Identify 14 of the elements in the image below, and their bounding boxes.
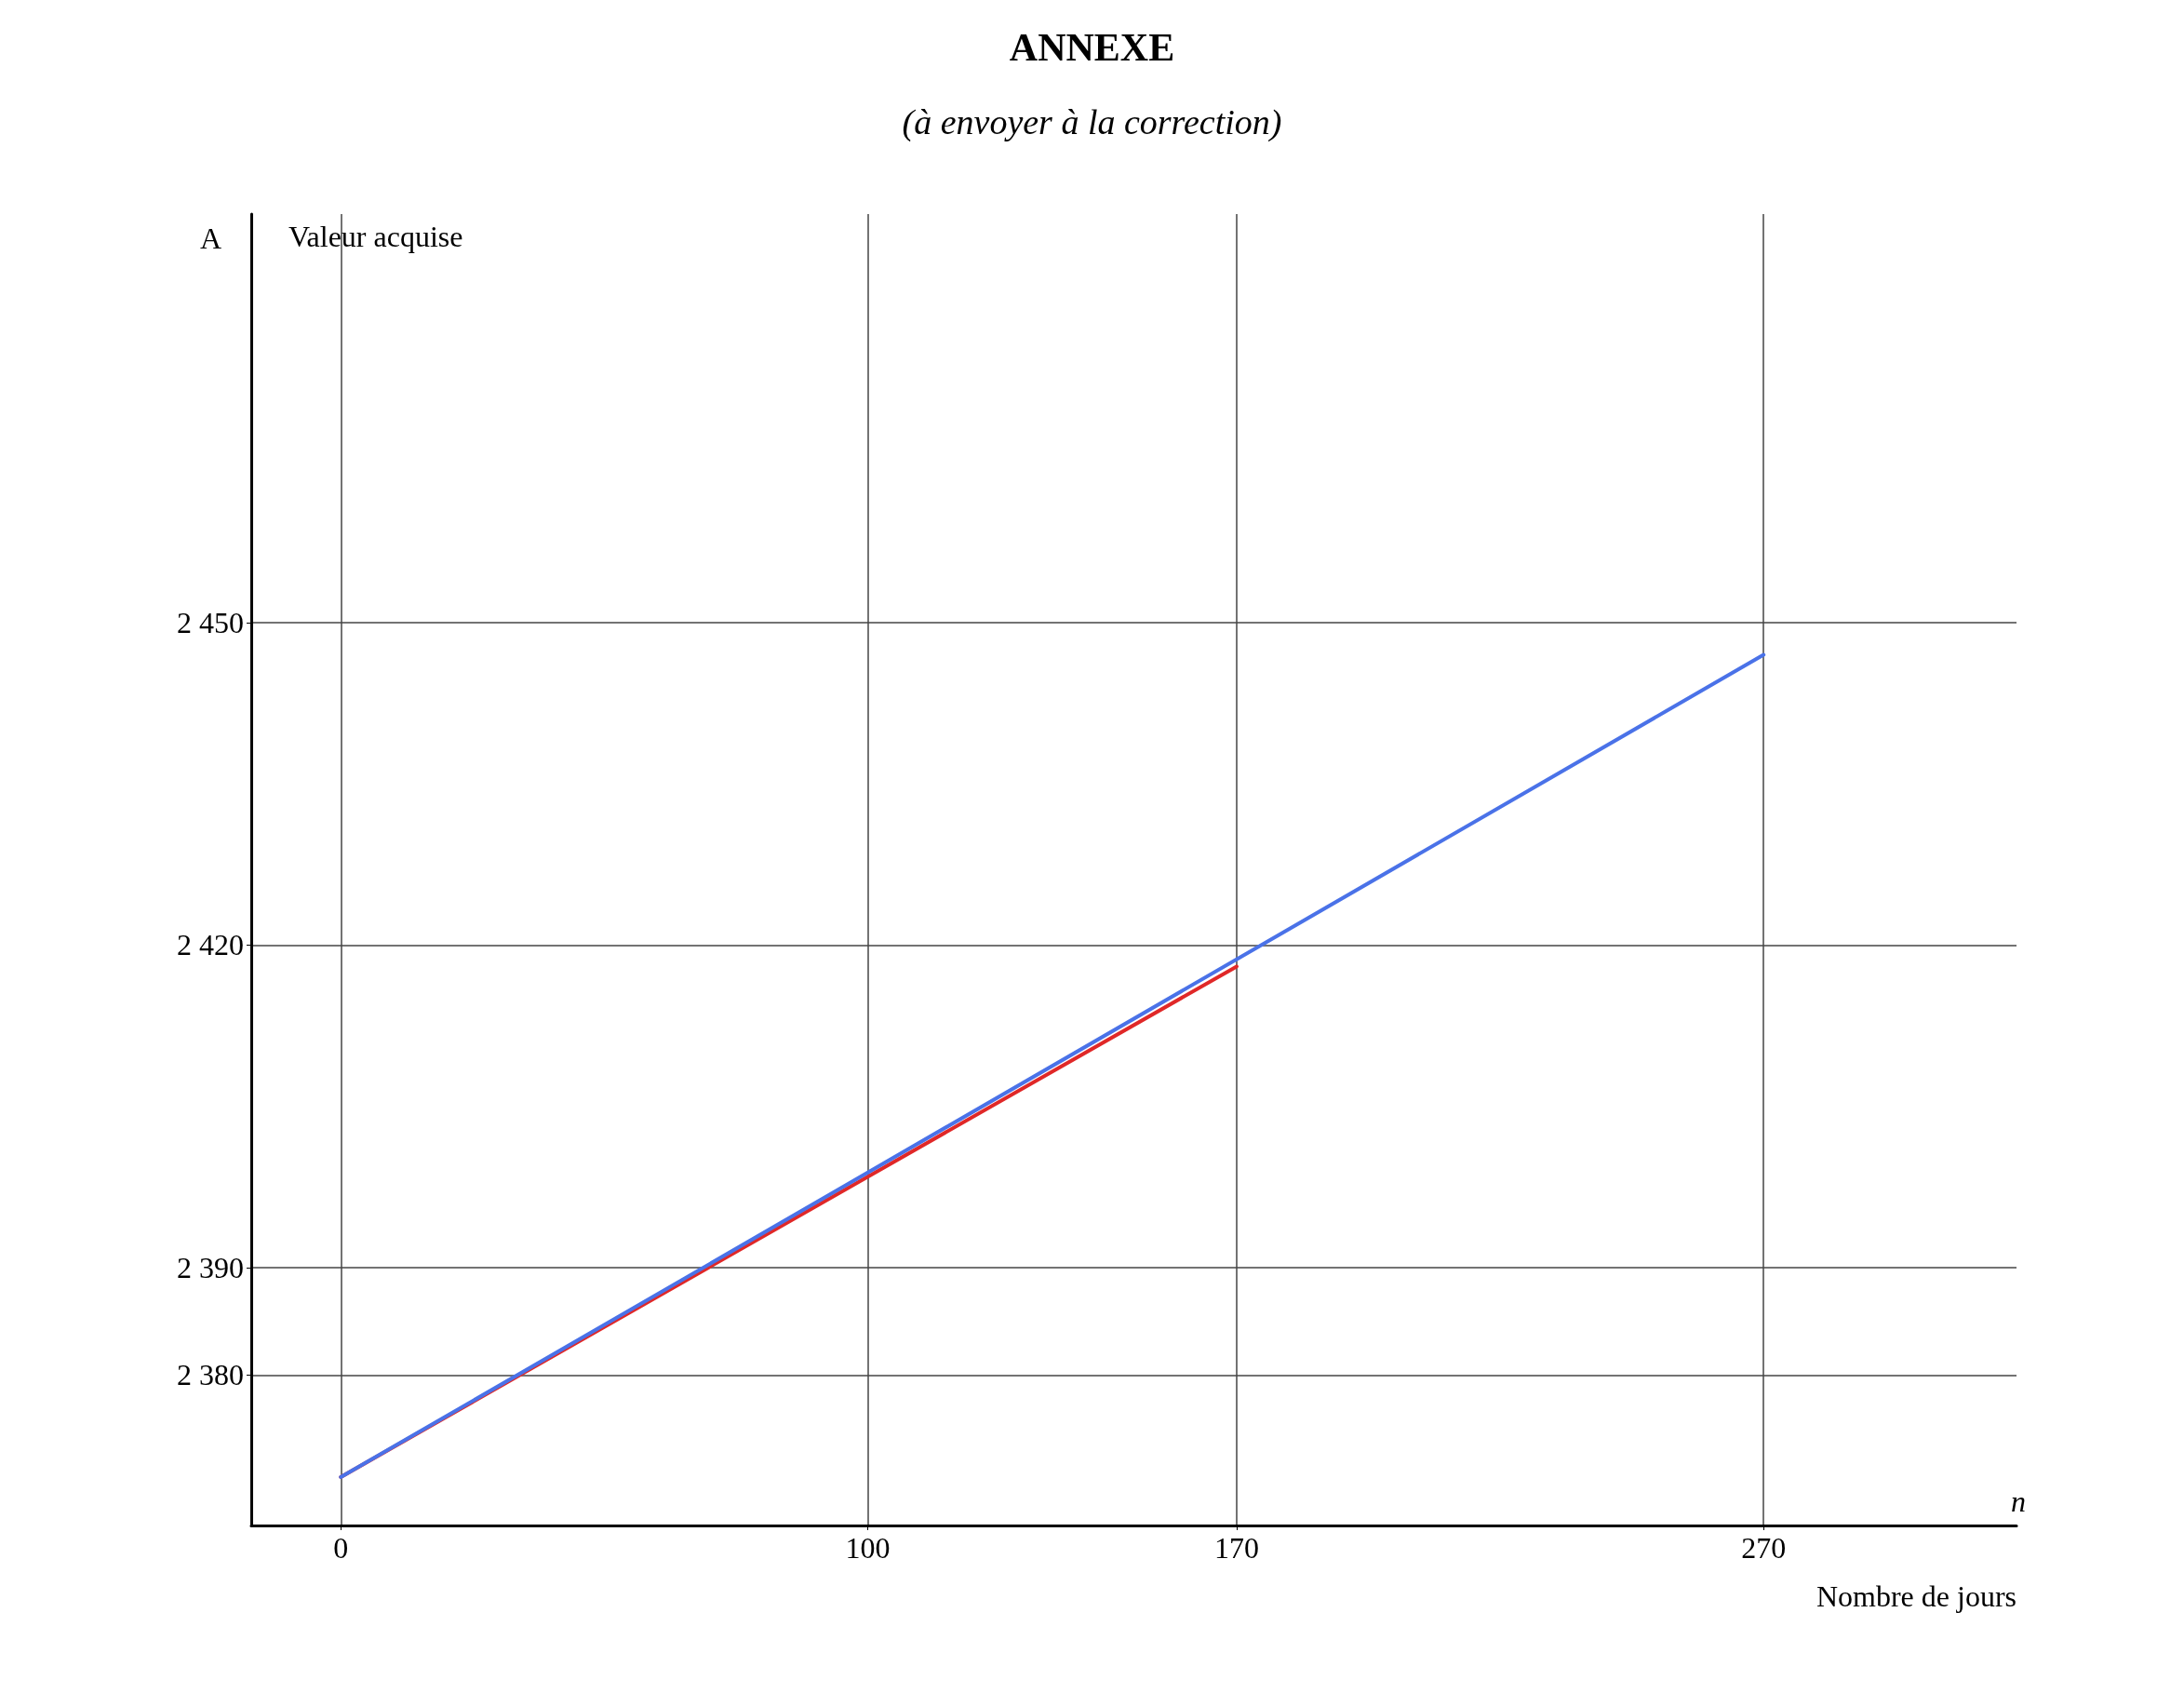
- chart-subtitle: (à envoyer à la correction): [902, 102, 1282, 142]
- chart-title: ANNEXE: [1009, 26, 1175, 69]
- x-tick-label: 170: [1213, 1531, 1259, 1565]
- x-axis-title: Nombre de jours: [1816, 1579, 2017, 1613]
- text: A: [200, 222, 222, 255]
- y-tick-label: 2 450: [177, 605, 244, 639]
- y-tick-label: 2 420: [177, 928, 244, 962]
- y-axis-title: Valeur acquise: [288, 220, 463, 253]
- y-tick-label: 2 390: [177, 1250, 244, 1284]
- x-tick-label: 0: [333, 1531, 349, 1565]
- y-tick-label: 2 380: [177, 1358, 244, 1392]
- x-tick-label: 270: [1741, 1531, 1787, 1565]
- x-tick-label: 100: [845, 1531, 891, 1565]
- annotation: n: [2011, 1485, 2026, 1518]
